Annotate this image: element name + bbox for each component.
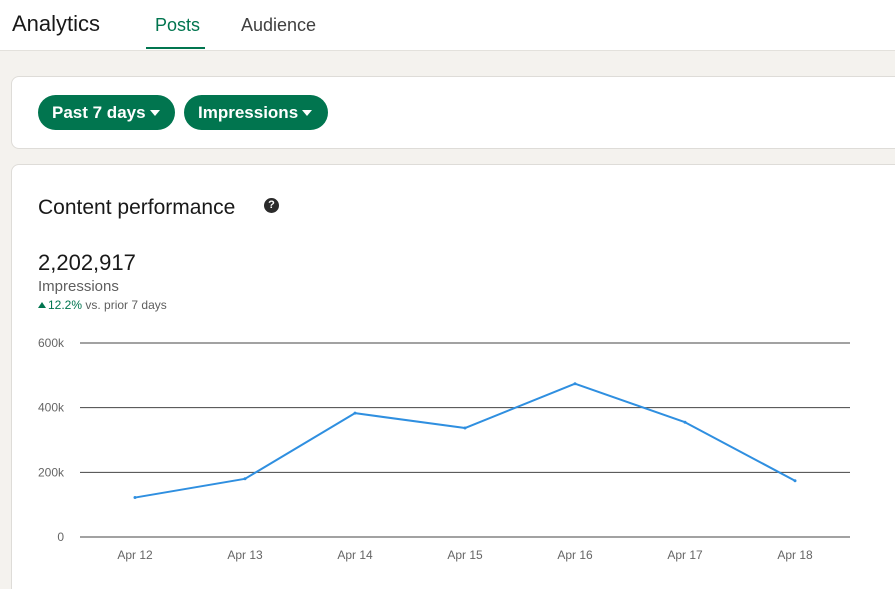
y-tick-label: 400k — [38, 401, 65, 415]
delta-summary: 12.2% vs. prior 7 days — [38, 298, 167, 312]
y-tick-label: 600k — [38, 336, 65, 350]
delta-text: vs. prior 7 days — [85, 298, 167, 312]
tab-posts[interactable]: Posts — [155, 15, 201, 35]
delta-value: 12.2% — [48, 298, 83, 312]
data-point — [353, 411, 357, 415]
tab-audience[interactable]: Audience — [241, 15, 317, 35]
x-tick-label: Apr 13 — [227, 548, 263, 562]
series-line — [134, 382, 796, 499]
page-title: Analytics — [12, 11, 101, 36]
date-range-label: Past 7 days — [52, 102, 146, 122]
data-point — [793, 479, 797, 483]
caret-down-icon — [149, 110, 160, 116]
metric-dropdown[interactable]: Impressions — [184, 95, 328, 130]
x-tick-label: Apr 12 — [117, 548, 153, 562]
caret-down-icon — [302, 110, 313, 116]
x-tick-label: Apr 17 — [667, 548, 703, 562]
data-point — [683, 420, 687, 424]
data-point — [463, 426, 467, 430]
x-tick-label: Apr 18 — [777, 548, 813, 562]
active-tab-indicator — [146, 47, 205, 49]
trend-up-icon — [38, 302, 46, 308]
metric-label: Impressions — [38, 278, 119, 295]
x-tick-label: Apr 14 — [337, 548, 373, 562]
x-tick-label: Apr 15 — [447, 548, 483, 562]
question-icon[interactable]: ? — [264, 198, 279, 213]
date-range-dropdown[interactable]: Past 7 days — [38, 95, 175, 130]
data-point — [243, 477, 247, 481]
top-bar: Analytics Posts Audience — [0, 0, 895, 51]
x-tick-label: Apr 16 — [557, 548, 593, 562]
data-point — [573, 382, 577, 386]
delta-indicator: 12.2% — [38, 298, 82, 312]
total-value: 2,202,917 — [38, 250, 136, 275]
data-point — [133, 496, 137, 500]
section-title: Content performance — [38, 196, 236, 219]
metric-dropdown-label: Impressions — [198, 102, 299, 122]
performance-card — [11, 164, 895, 589]
y-tick-label: 0 — [57, 530, 64, 544]
impressions-chart: 0 200k 400k 600k Apr 12 Apr 13 Apr 14 Apr 15 Apr… — [38, 336, 850, 562]
y-tick-label: 200k — [38, 465, 65, 479]
